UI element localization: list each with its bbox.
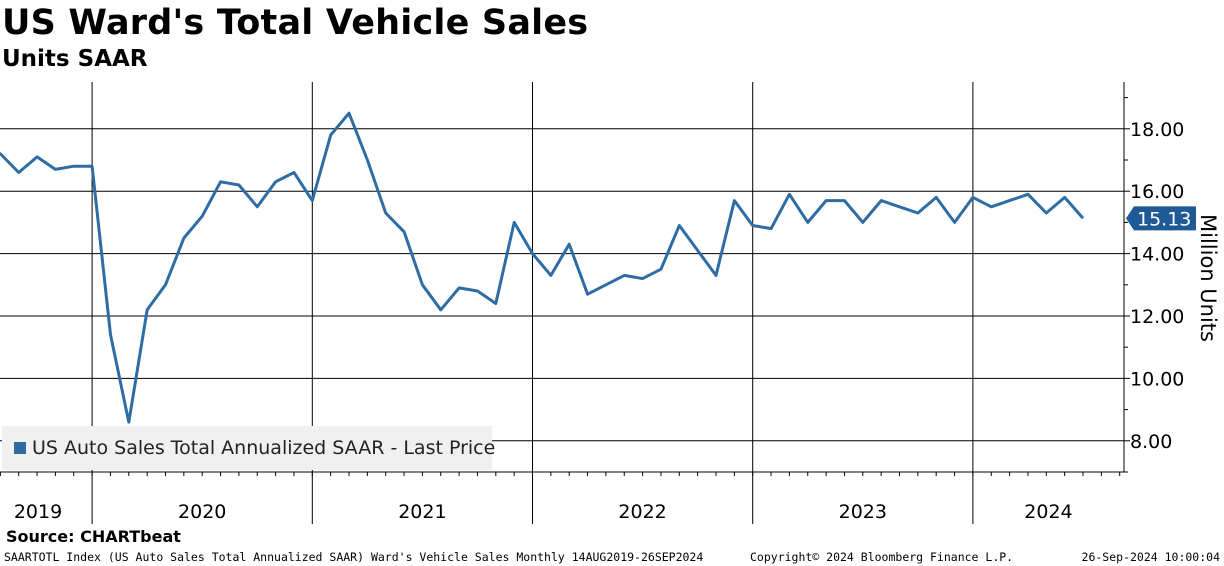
y-tick-label: 14.00 [1130,244,1184,266]
chart-title: US Ward's Total Vehicle Sales [2,3,589,43]
x-year-label: 2021 [398,501,446,523]
footer-index-info: SAARTOTL Index (US Auto Sales Total Annu… [4,550,704,564]
y-tick-label: 10.00 [1130,368,1184,390]
y-tick-label: 12.00 [1130,306,1184,328]
chart-subtitle: Units SAAR [2,46,148,72]
legend-label: US Auto Sales Total Annualized SAAR - La… [32,437,496,459]
y-tick-label: 16.00 [1130,181,1184,203]
last-value-label: 15.13 [1137,208,1191,230]
x-year-label: 2020 [178,501,226,523]
y-axis-label: Million Units [1196,214,1220,342]
legend-swatch [14,442,26,454]
y-tick-label: 8.00 [1130,431,1172,453]
last-value-tag [1126,206,1196,231]
x-year-label: 2019 [14,501,62,523]
x-year-label: 2023 [839,501,887,523]
label-layer: 8.00 10.00 12.00 14.00 16.00 18.00 2019 2020 202… [14,119,1196,523]
x-year-label: 2022 [618,501,666,523]
axis-layer [0,82,1130,476]
y-tick-label: 18.00 [1130,119,1184,141]
footer-timestamp: 26-Sep-2024 10:00:04 [1081,550,1220,564]
legend: US Auto Sales Total Annualized SAAR - La… [2,426,496,470]
series-layer [0,111,1085,424]
series-line [0,111,1085,424]
footer-copyright: Copyright© 2024 Bloomberg Finance L.P. [750,550,1014,564]
source-note: Source: CHARTbeat [6,527,181,546]
x-year-label: 2024 [1024,501,1072,523]
